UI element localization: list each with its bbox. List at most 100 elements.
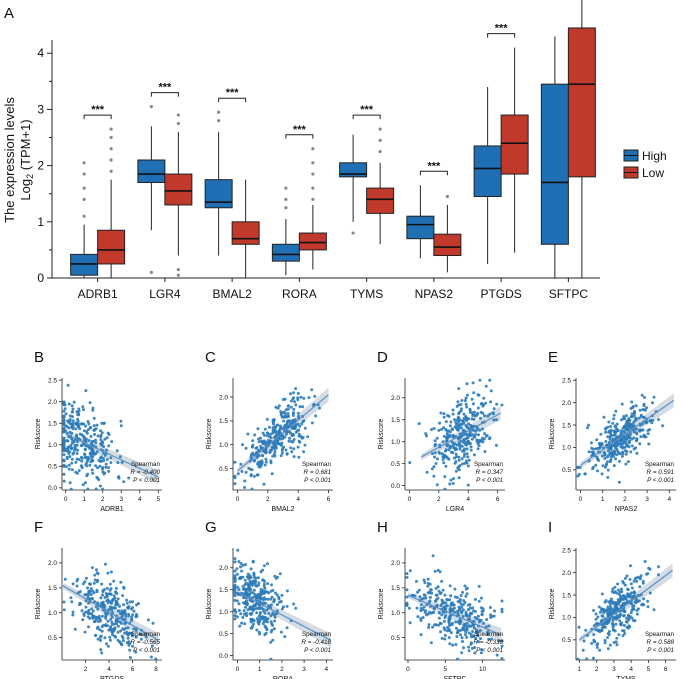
x-tick-label-rora: RORA (282, 287, 317, 301)
y-tick-label-a: 4 (37, 46, 44, 60)
scatter-point (473, 453, 476, 457)
scatter-point (294, 606, 298, 610)
scatter-point (279, 630, 283, 634)
scatter-point (445, 436, 449, 440)
scatter-point (576, 466, 580, 470)
scatter-point (494, 418, 498, 422)
scatter-point (602, 451, 606, 455)
scatter-point (122, 603, 126, 607)
scatter-point (455, 443, 459, 447)
scatter-point (408, 461, 412, 465)
scatter-point (72, 400, 76, 404)
scatter-point (269, 657, 273, 661)
scatter-point (481, 609, 485, 613)
scatter-point (466, 483, 470, 487)
scatter-point (90, 607, 94, 611)
box-tyms-low (366, 127, 395, 245)
scatter-point (78, 590, 82, 594)
scatter-point (107, 608, 111, 611)
scatter-point (128, 656, 132, 659)
scatter-point (93, 600, 96, 604)
scatter-point (285, 415, 289, 419)
scatter-point (439, 630, 443, 634)
scatter-point (84, 605, 88, 609)
scatter-point (477, 584, 481, 588)
scatter-point (128, 631, 131, 635)
scatter-point (458, 464, 462, 468)
scatter-point (657, 418, 660, 421)
y-tick-label: 0.5 (562, 467, 571, 474)
scatter-point (471, 413, 475, 417)
scatter-point (88, 616, 92, 620)
outlier-point (82, 161, 86, 165)
scatter-point (624, 576, 627, 580)
box-sftpc-high (540, 36, 569, 278)
scatter-point (67, 467, 71, 471)
scatter-point (484, 384, 488, 388)
scatter-point (623, 610, 626, 614)
scatter-point (151, 621, 155, 625)
scatter-point (233, 474, 237, 478)
scatter-point (434, 599, 438, 603)
scatter-point (464, 633, 467, 637)
scatter-point (256, 606, 260, 610)
scatter-point (115, 619, 119, 623)
scatter-point (417, 588, 421, 592)
scatter-point (116, 638, 120, 642)
scatter-point (280, 443, 283, 447)
scatter-point (606, 611, 610, 615)
scatter-point (235, 599, 239, 603)
scatter-point (62, 402, 66, 406)
scatter-point (621, 426, 625, 430)
scatter-point (432, 610, 436, 614)
fit-line (237, 394, 329, 472)
box-sftpc-low (567, 0, 596, 278)
scatter-point (465, 447, 469, 451)
scatter-point (265, 608, 269, 612)
y-label-rest: (TPM+1) (18, 119, 33, 174)
scatter-point (487, 637, 491, 641)
scatter-point (461, 626, 465, 630)
scatter-point (627, 625, 631, 629)
scatter-point (646, 432, 650, 436)
scatter-point (621, 450, 625, 454)
y-tick-label: 0.0 (219, 653, 228, 660)
outlier-point (284, 186, 288, 190)
scatter-point (261, 615, 265, 619)
scatter-point (272, 627, 276, 631)
x-tick-label-bmal2: BMAL2 (212, 287, 252, 301)
scatter-point (70, 457, 74, 461)
scatter-point (644, 435, 648, 439)
scatter-point (75, 433, 79, 437)
scatter-point (121, 639, 125, 643)
significance-label: *** (427, 160, 441, 172)
scatter-point (233, 574, 237, 578)
scatter-point (596, 629, 600, 633)
scatter-point (468, 408, 472, 412)
scatter-point (474, 429, 478, 433)
scatter-point (626, 613, 630, 617)
scatter-point (601, 464, 605, 468)
scatter-point (488, 606, 492, 609)
scatter-point (440, 636, 444, 640)
scatter-point (465, 382, 469, 386)
scatter-point (447, 636, 451, 640)
scatter-point (476, 447, 480, 451)
box-bmal2-low (231, 179, 260, 278)
scatter-point (296, 445, 300, 449)
scatter-point (265, 620, 269, 624)
scatter-point (290, 450, 294, 454)
scatter-point (99, 459, 103, 463)
scatter-point (624, 440, 628, 444)
scatter-point (449, 594, 453, 598)
scatter-point (252, 573, 256, 577)
scatter-point (657, 573, 660, 577)
scatter-point (638, 442, 642, 446)
scatter-point (292, 438, 296, 441)
scatter-point (479, 402, 483, 406)
scatter-point (630, 400, 634, 404)
y-axis-label: Riskscore (378, 589, 385, 620)
scatter-point (67, 463, 71, 467)
scatter-point (91, 455, 95, 459)
scatter-point (100, 443, 104, 447)
